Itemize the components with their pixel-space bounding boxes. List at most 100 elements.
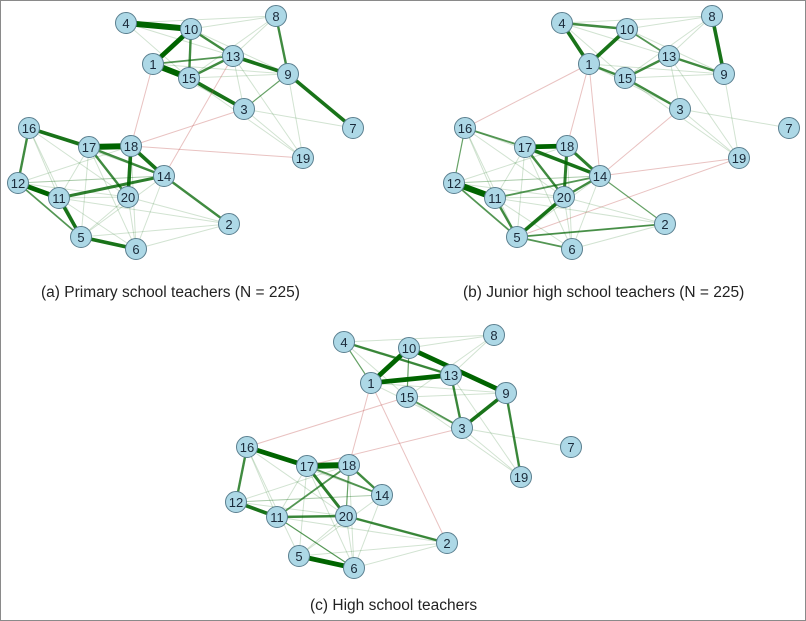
edge-weak	[190, 15, 277, 30]
node-label: 19	[514, 470, 528, 485]
edge-negative	[246, 396, 408, 448]
edge-weak	[80, 223, 230, 238]
edge-weak	[287, 73, 304, 159]
node-12: 12	[225, 491, 247, 513]
edge-weak	[571, 223, 666, 250]
node-label: 10	[184, 22, 198, 37]
node-label: 18	[560, 139, 574, 154]
edge-weak	[17, 175, 165, 184]
node-label: 8	[490, 328, 497, 343]
node-circle	[277, 63, 299, 85]
node-label: 9	[284, 67, 291, 82]
node-circle	[266, 506, 288, 528]
node-8: 8	[483, 324, 505, 346]
node-label: 11	[270, 510, 284, 525]
node-12: 12	[7, 172, 29, 194]
node-circle	[553, 186, 575, 208]
edge-weak	[343, 334, 495, 343]
node-label: 18	[124, 139, 138, 154]
edge-weak	[243, 108, 354, 129]
node-label: 18	[342, 458, 356, 473]
node-label: 15	[618, 71, 632, 86]
node-2: 2	[218, 213, 240, 235]
edge-weak	[461, 427, 572, 448]
node-20: 20	[117, 186, 139, 208]
node-label: 10	[620, 22, 634, 37]
node-label: 6	[568, 242, 575, 257]
edge-weak	[125, 22, 190, 79]
edge-weak	[243, 108, 304, 159]
node-label: 7	[785, 121, 792, 136]
node-19: 19	[510, 466, 532, 488]
node-label: 8	[708, 9, 715, 24]
node-label: 9	[720, 67, 727, 82]
node-4: 4	[115, 12, 137, 34]
node-circle	[510, 466, 532, 488]
node-label: 2	[443, 536, 450, 551]
node-circle	[398, 337, 420, 359]
node-6: 6	[561, 238, 583, 260]
edge-weak	[17, 145, 132, 184]
node-label: 17	[300, 459, 314, 474]
node-15: 15	[614, 67, 636, 89]
edge-weak	[127, 196, 230, 225]
node-20: 20	[553, 186, 575, 208]
node-4: 4	[551, 12, 573, 34]
edge-positive	[88, 145, 165, 178]
node-circle	[142, 53, 164, 75]
node-17: 17	[296, 455, 318, 477]
node-circle	[396, 386, 418, 408]
node-label: 4	[558, 16, 565, 31]
node-9: 9	[495, 382, 517, 404]
caption-b: (b) Junior high school teachers (N = 225…	[463, 284, 745, 301]
node-18: 18	[556, 135, 578, 157]
node-11: 11	[484, 187, 506, 209]
edge-weak	[464, 127, 565, 198]
edge-positive	[286, 72, 355, 130]
node-1: 1	[360, 372, 382, 394]
node-circle	[556, 135, 578, 157]
node-circle	[713, 63, 735, 85]
node-circle	[288, 545, 310, 567]
edge-weak	[494, 196, 565, 199]
node-9: 9	[277, 63, 299, 85]
edge-positive	[453, 182, 518, 238]
node-label: 4	[340, 335, 347, 350]
node-13: 13	[222, 45, 244, 67]
node-circle	[18, 117, 40, 139]
node-2: 2	[654, 213, 676, 235]
edge-negative	[516, 157, 740, 238]
edge-weak	[88, 146, 137, 250]
node-circle	[335, 505, 357, 527]
node-label: 2	[661, 217, 668, 232]
node-circle	[560, 436, 582, 458]
edge-positive	[152, 55, 234, 65]
node-circle	[728, 147, 750, 169]
node-14: 14	[589, 165, 611, 187]
edge-positive	[58, 174, 165, 200]
edge-positive	[163, 175, 230, 225]
node-circle	[495, 382, 517, 404]
node-circle	[233, 98, 255, 120]
node-label: 14	[157, 169, 171, 184]
edge-weak	[561, 15, 713, 24]
edge-weak	[453, 145, 568, 184]
edge-weak	[246, 446, 278, 518]
node-circle	[120, 135, 142, 157]
edge-positive	[516, 223, 666, 238]
node-label: 20	[121, 190, 135, 205]
node-circle	[561, 238, 583, 260]
node-5: 5	[506, 226, 528, 248]
edge-weak	[276, 516, 448, 544]
caption-c: (c) High school teachers	[310, 597, 478, 614]
edge-weak	[246, 446, 347, 517]
node-label: 9	[502, 386, 509, 401]
node-12: 12	[443, 172, 465, 194]
node-8: 8	[701, 5, 723, 27]
edge-weak	[58, 197, 230, 225]
node-circle	[614, 67, 636, 89]
edge-weak	[408, 334, 495, 349]
edge-weak	[626, 15, 713, 30]
